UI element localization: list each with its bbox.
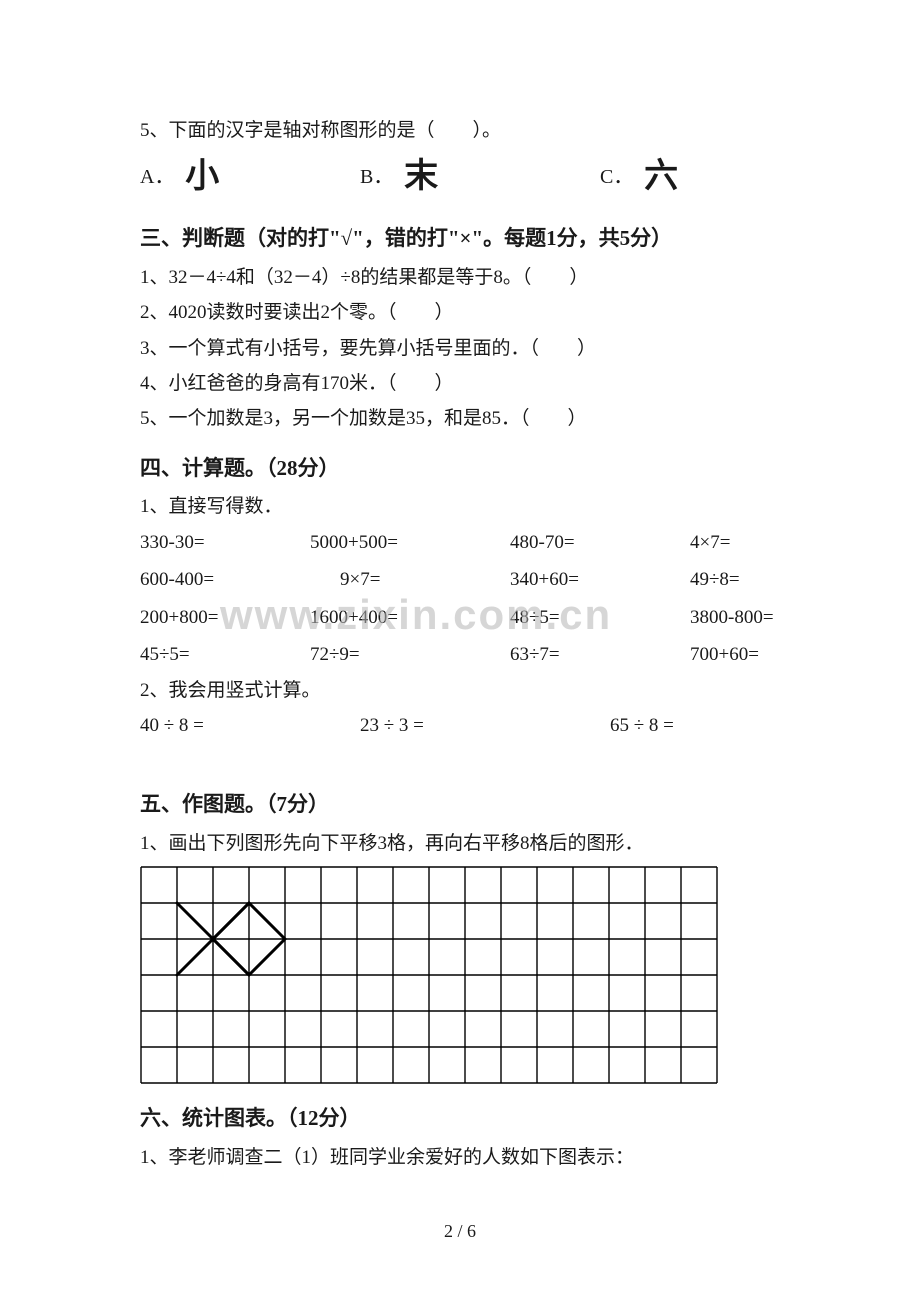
opt-b-label: B． [360,166,393,188]
s4-sub2: 2、我会用竖式计算。 [140,676,780,705]
page-number: 2 / 6 [140,1218,780,1246]
calc-cell: 330-30= [140,528,310,557]
calc-cell: 45÷5= [140,640,310,669]
calc-cell: 600-400= [140,565,310,594]
section-5-title: 五、作图题。（7分） [140,788,780,821]
s3-item: 2、4020读数时要读出2个零。（ ） [140,298,780,327]
long-division-row: 40 ÷ 8 = 23 ÷ 3 = 65 ÷ 8 = [140,711,780,740]
opt-a-label: A． [140,166,174,188]
calc-cell: 200+800= [140,603,310,632]
opt-c-char: 六 [638,151,678,204]
calc-cell: 63÷7= [510,640,690,669]
s5-prompt: 1、画出下列图形先向下平移3格，再向右平移8格后的图形． [140,829,780,858]
calc-cell: 480-70= [510,528,690,557]
q5-options: A． 小 B． 末 C． 六 [140,151,780,204]
calc-cell: 340+60= [510,565,690,594]
opt-c-label: C． [600,166,633,188]
s3-item: 1、32－4÷4和（32－4）÷8的结果都是等于8。（ ） [140,263,780,292]
calc-cell: 48÷5= [510,603,690,632]
s3-item: 3、一个算式有小括号，要先算小括号里面的．（ ） [140,334,780,363]
s6-prompt: 1、李老师调查二（1）班同学业余爱好的人数如下图表示： [140,1143,780,1172]
calc-cell: 5000+500= [310,528,510,557]
calc-cell: 3800-800= [690,603,830,632]
translation-grid [140,866,718,1084]
long-cell: 23 ÷ 3 = [360,711,610,740]
calc-cell: 49÷8= [690,565,830,594]
opt-b-char: 末 [398,151,438,204]
q5-prompt: 5、下面的汉字是轴对称图形的是（ ）。 [140,116,780,145]
section-4-title: 四、计算题。（28分） [140,452,780,485]
section-6-title: 六、统计图表。（12分） [140,1102,780,1135]
calc-cell: 72÷9= [310,640,510,669]
opt-a-char: 小 [179,151,219,204]
calc-cell: 700+60= [690,640,830,669]
calc-grid: 330-30= 5000+500= 480-70= 4×7= 600-400= … [140,528,780,670]
s4-sub1: 1、直接写得数． [140,492,780,521]
calc-cell: 4×7= [690,528,830,557]
s3-item: 4、小红爸爸的身高有170米．（ ） [140,369,780,398]
s3-item: 5、一个加数是3，另一个加数是35，和是85．（ ） [140,404,780,433]
calc-cell: 9×7= [310,565,510,594]
long-cell: 40 ÷ 8 = [140,711,360,740]
calc-cell: 1600+400= [310,603,510,632]
long-cell: 65 ÷ 8 = [610,711,780,740]
section-3-title: 三、判断题（对的打"√"，错的打"×"。每题1分，共5分） [140,222,780,255]
